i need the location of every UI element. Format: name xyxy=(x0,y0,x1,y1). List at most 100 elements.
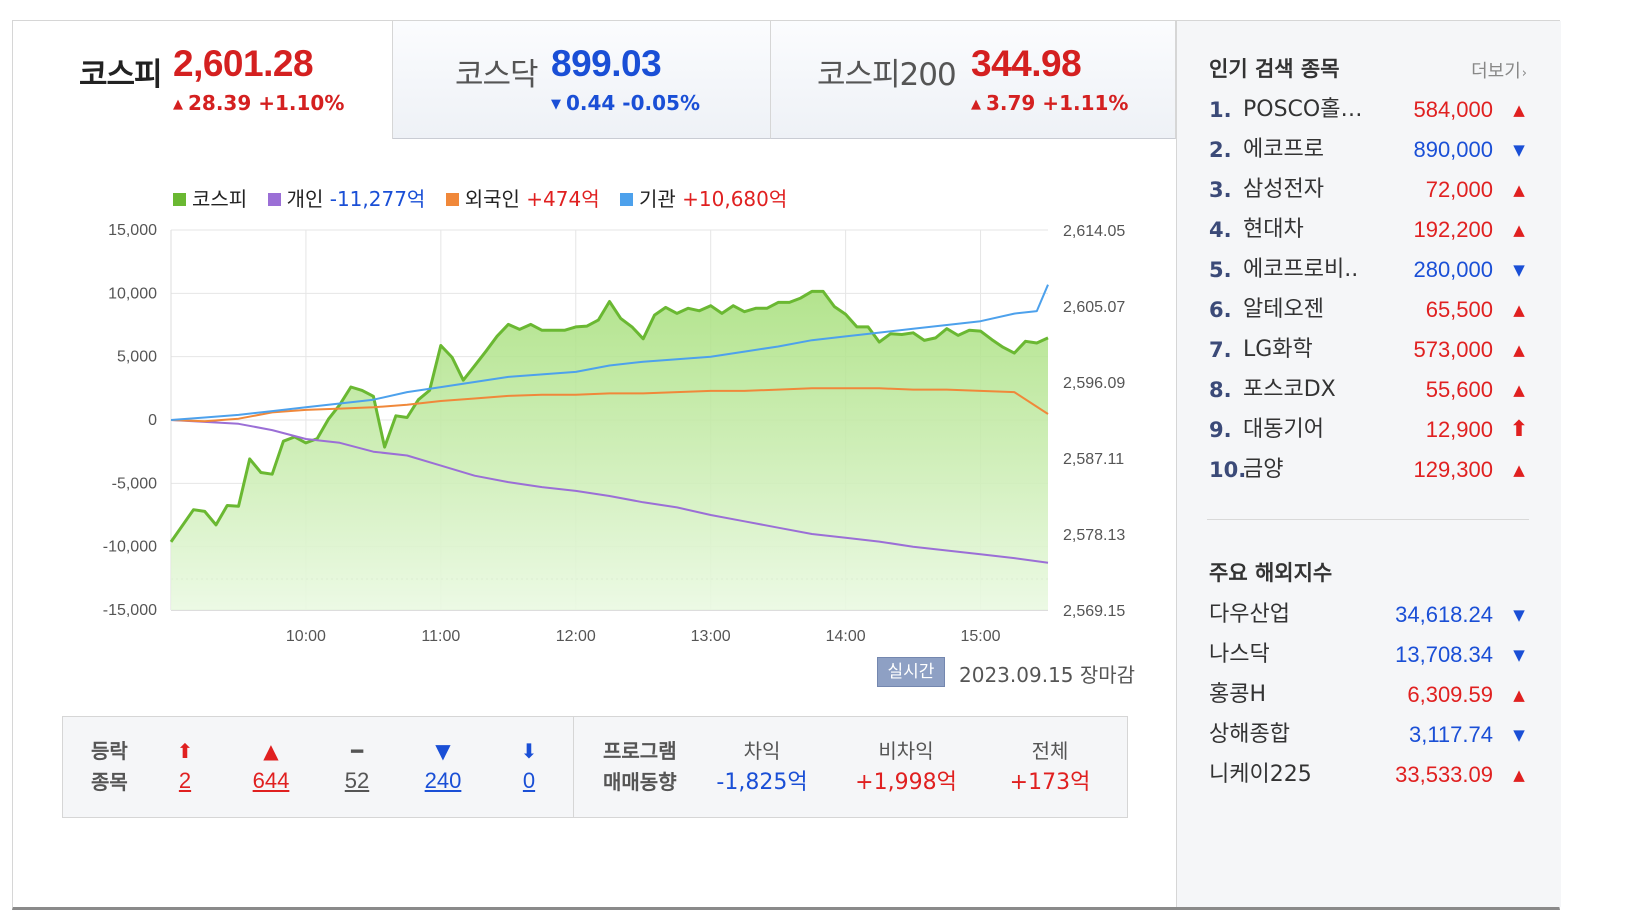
up-triangle-icon: ▲ xyxy=(263,739,279,763)
stock-name: 금양 xyxy=(1243,457,1284,482)
down-triangle-icon: ▼ xyxy=(435,739,451,763)
rank: 4. xyxy=(1209,218,1232,242)
up-triangle-icon: ▲ xyxy=(1513,301,1525,319)
popular-title: 인기 검색 종목 xyxy=(1209,57,1340,81)
popular-stock-row[interactable]: 8. 포스코DX 55,600 ▲ xyxy=(1209,370,1529,410)
popular-stock-row[interactable]: 5. 에코프로비.. 280,000 ▼ xyxy=(1209,250,1529,290)
global-index-row[interactable]: 상해종합 3,117.74 ▼ xyxy=(1209,715,1529,755)
index-change: ▼ 0.44 -0.05% xyxy=(551,91,700,115)
more-link[interactable]: 더보기› xyxy=(1471,57,1527,83)
rise-fall-count-link[interactable]: 52 xyxy=(344,768,370,793)
legend-value: -11,277억 xyxy=(329,187,426,211)
global-index-row[interactable]: 홍콩H 6,309.59 ▲ xyxy=(1209,675,1529,715)
index-change-text: 0.44 -0.05% xyxy=(566,91,700,115)
down-triangle-icon: ▼ xyxy=(1513,606,1525,624)
up-triangle-icon: ▲ xyxy=(173,97,183,112)
index-change: ▲ 28.39 +1.10% xyxy=(173,91,344,115)
legend-item-individual[interactable]: 개인 -11,277억 xyxy=(267,183,426,212)
y-right-tick-label: 2,596.09 xyxy=(1063,375,1125,392)
tab-kospi200[interactable]: 코스피200 344.98 ▲ 3.79 +1.11% xyxy=(771,21,1176,139)
legend-item-institution[interactable]: 기관 +10,680억 xyxy=(619,183,788,212)
rise-fall-count-link[interactable]: 2 xyxy=(178,768,192,793)
y-right-tick-label: 2,614.05 xyxy=(1063,223,1125,240)
legend-value: +474억 xyxy=(526,187,600,211)
stock-price: 72,000 xyxy=(1425,177,1493,202)
legend-item-foreigner[interactable]: 외국인 +474억 xyxy=(445,183,600,212)
y-left-tick-label: -15,000 xyxy=(103,602,157,619)
popular-stock-row[interactable]: 4. 현대차 192,200 ▲ xyxy=(1209,210,1529,250)
program-item: 차익 -1,825억 xyxy=(697,736,827,798)
index-name: 코스피200 xyxy=(817,57,957,93)
limit-up-icon: ⬆ xyxy=(176,739,194,763)
index-change: ▲ 3.79 +1.11% xyxy=(971,91,1128,115)
rank: 1. xyxy=(1209,98,1232,122)
series-line-kospi xyxy=(169,289,1049,543)
up-triangle-icon: ▲ xyxy=(1513,221,1525,239)
rank: 10. xyxy=(1209,458,1247,482)
intraday-chart[interactable]: 15,000 10,000 5,000 0 -5,000 -10,000 -15,000 2… xyxy=(73,221,1153,661)
stock-name: 에코프로비.. xyxy=(1243,257,1359,282)
program-value: +1,998억 xyxy=(855,770,957,795)
stock-name: 에코프로 xyxy=(1243,137,1324,162)
realtime-badge[interactable]: 실시간 xyxy=(877,657,945,687)
global-index-value: 6,309.59 xyxy=(1407,682,1493,707)
program-header: 전체 xyxy=(1031,739,1069,763)
up-triangle-icon: ▲ xyxy=(971,97,981,112)
popular-stock-row[interactable]: 9. 대동기어 12,900 ⬆ xyxy=(1209,410,1529,450)
y-left-tick-label: 0 xyxy=(148,412,157,429)
y-left-tick-label: -5,000 xyxy=(112,475,157,492)
popular-stock-row[interactable]: 7. LG화학 573,000 ▲ xyxy=(1209,330,1529,370)
legend-item-kospi[interactable]: 코스피 xyxy=(173,183,247,212)
global-index-value: 34,618.24 xyxy=(1395,602,1493,627)
limit-up-icon: ⬆ xyxy=(1509,417,1529,442)
right-panel: 인기 검색 종목 더보기› 1. POSCO홀… 584,000 ▲ 2. 에코프로 890… xyxy=(1176,21,1561,907)
rank: 2. xyxy=(1209,138,1232,162)
rise-fall-count-link[interactable]: 644 xyxy=(252,768,290,793)
x-tick-label: 10:00 xyxy=(286,628,326,645)
y-right-tick-label: 2,578.13 xyxy=(1063,527,1125,544)
up-triangle-icon: ▲ xyxy=(1513,686,1525,704)
label-line: 매매동향 xyxy=(603,770,677,794)
popular-stock-row[interactable]: 2. 에코프로 890,000 ▼ xyxy=(1209,130,1529,170)
rise-fall-count-link[interactable]: 0 xyxy=(522,768,536,793)
popular-stock-row[interactable]: 1. POSCO홀… 584,000 ▲ xyxy=(1209,90,1529,130)
tab-kospi[interactable]: 코스피 2,601.28 ▲ 28.39 +1.10% xyxy=(13,21,393,139)
stock-name: 현대차 xyxy=(1243,217,1304,242)
popular-stock-row[interactable]: 3. 삼성전자 72,000 ▲ xyxy=(1209,170,1529,210)
global-index-row[interactable]: 나스닥 13,708.34 ▼ xyxy=(1209,635,1529,675)
index-change-text: 3.79 +1.11% xyxy=(986,91,1129,115)
index-value: 2,601.28 xyxy=(173,43,314,84)
rank: 3. xyxy=(1209,178,1232,202)
tab-kosdaq[interactable]: 코스닥 899.03 ▼ 0.44 -0.05% xyxy=(393,21,771,139)
global-index-row[interactable]: 다우산업 34,618.24 ▼ xyxy=(1209,595,1529,635)
stock-price: 573,000 xyxy=(1413,337,1493,362)
down-triangle-icon: ▼ xyxy=(551,97,561,112)
rise-fall-count-link[interactable]: 240 xyxy=(424,768,462,793)
stock-name: POSCO홀… xyxy=(1243,97,1363,122)
stock-price: 584,000 xyxy=(1413,97,1493,122)
up-triangle-icon: ▲ xyxy=(1513,101,1525,119)
popular-stock-row[interactable]: 10. 금양 129,300 ▲ xyxy=(1209,450,1529,490)
divider xyxy=(573,717,574,817)
global-index-row[interactable]: 니케이225 33,533.09 ▲ xyxy=(1209,755,1529,795)
label-line: 등락 xyxy=(91,739,128,763)
flat-dash-icon: ━ xyxy=(350,739,364,763)
x-tick-label: 11:00 xyxy=(421,628,460,645)
y-left-tick-label: -10,000 xyxy=(103,539,157,556)
legend-swatch xyxy=(619,193,633,206)
program-label: 프로그램 매매동향 xyxy=(603,736,677,798)
market-widget: 코스피 2,601.28 ▲ 28.39 +1.10% 코스닥 899.03 ▼ 0… xyxy=(12,20,1561,910)
global-index-value: 13,708.34 xyxy=(1395,642,1493,667)
y-left-tick-label: 5,000 xyxy=(117,349,157,366)
series-line-foreigner xyxy=(170,387,1049,423)
legend-swatch xyxy=(173,193,186,206)
market-stats-box: 등락 종목 ⬆ 2 ▲ 644 ━ 52 ▼ 240 ⬇ 0 프로그램 매매동향 차익 -1,825… xyxy=(62,716,1128,818)
up-triangle-icon: ▲ xyxy=(1513,341,1525,359)
chart-legend: 코스피 개인 -11,277억 외국인 +474억 기관 +10,680억 xyxy=(173,183,801,212)
stock-name: 포스코DX xyxy=(1243,377,1336,402)
stock-name: 대동기어 xyxy=(1243,417,1324,442)
popular-stock-row[interactable]: 6. 알테오젠 65,500 ▲ xyxy=(1209,290,1529,330)
up-triangle-icon: ▲ xyxy=(1513,766,1525,784)
global-index-name: 나스닥 xyxy=(1209,642,1270,667)
legend-value: +10,680억 xyxy=(682,187,788,211)
